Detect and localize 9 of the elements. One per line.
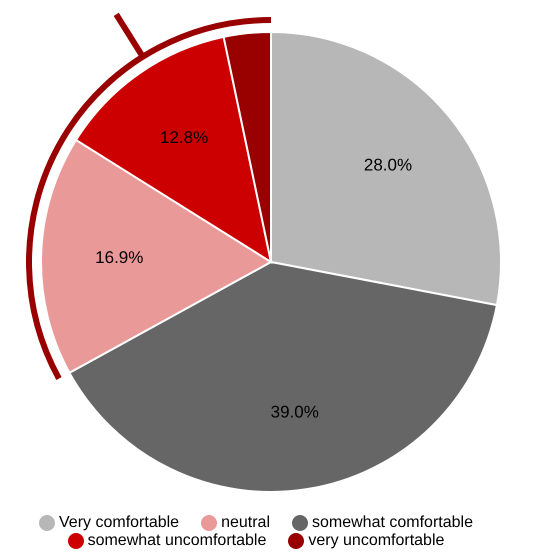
legend-label: very uncomfortable: [308, 532, 444, 549]
legend-label: somewhat comfortable: [312, 514, 473, 531]
data-label: 16.9%: [95, 248, 144, 268]
legend-label: neutral: [221, 514, 270, 531]
legend-label: Very comfortable: [59, 514, 180, 531]
legend-label: somewhat uncomfortable: [88, 532, 266, 549]
data-label: 28.0%: [364, 156, 412, 175]
data-label: 39.0%: [270, 402, 319, 422]
data-label: 12.8%: [160, 128, 208, 148]
